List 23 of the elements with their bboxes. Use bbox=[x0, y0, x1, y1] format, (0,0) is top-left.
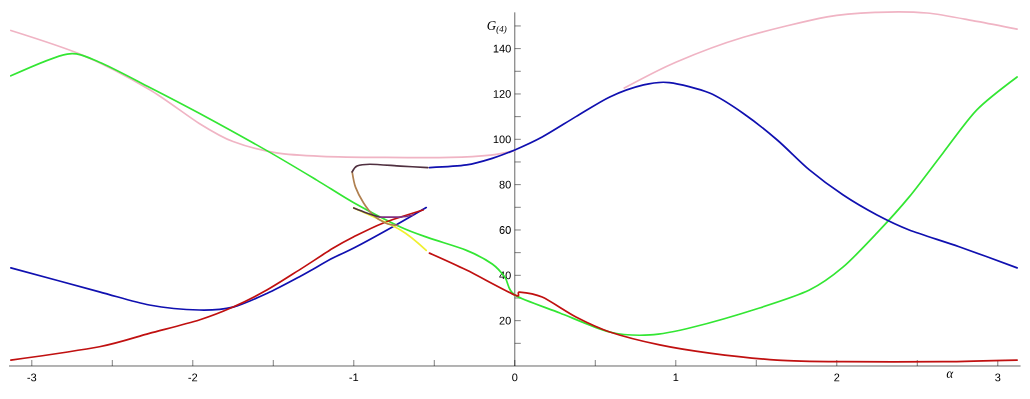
y-tick-label: 80 bbox=[499, 180, 511, 189]
x-tick-label: 3 bbox=[995, 373, 1001, 382]
y-tick-label: 140 bbox=[493, 44, 511, 53]
line-series bbox=[10, 206, 428, 311]
x-tick-label: -3 bbox=[27, 373, 37, 382]
x-tick-label: 0 bbox=[512, 373, 518, 382]
x-tick-label: -2 bbox=[188, 373, 198, 382]
line-series bbox=[428, 252, 1018, 363]
y-tick-label: 60 bbox=[499, 226, 511, 234]
line-series bbox=[623, 11, 1018, 89]
y-tick-label: 120 bbox=[493, 90, 511, 98]
x-tick-label: 2 bbox=[834, 373, 840, 382]
line-series bbox=[428, 81, 1018, 269]
y-tick-label: 100 bbox=[493, 135, 511, 144]
line-series bbox=[10, 53, 1018, 337]
y-tick-label: 20 bbox=[499, 316, 511, 325]
line-series bbox=[10, 209, 424, 361]
line-series bbox=[351, 163, 429, 173]
x-tick-label: 1 bbox=[673, 373, 679, 382]
x-tick-label: -1 bbox=[349, 373, 359, 382]
y-axis-title: G$_{(4)}$ bbox=[487, 21, 507, 34]
line-series bbox=[351, 171, 399, 227]
x-axis-title: α bbox=[946, 371, 954, 378]
